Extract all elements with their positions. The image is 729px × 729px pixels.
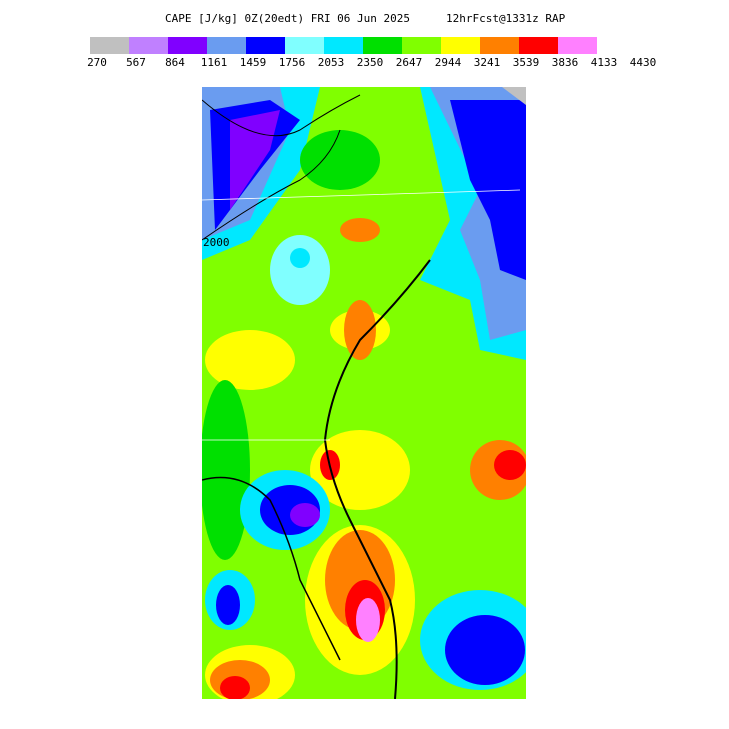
colorbar-label: 3539 [513, 56, 540, 69]
color-swatch [519, 37, 558, 54]
colorbar-label: 1459 [240, 56, 267, 69]
color-swatch [129, 37, 168, 54]
colorbar-label: 864 [165, 56, 185, 69]
colorbar-label: 3241 [474, 56, 501, 69]
colorbar-label: 1161 [201, 56, 228, 69]
colorbar-label: 2647 [396, 56, 423, 69]
colorbar-label: 2350 [357, 56, 384, 69]
colorbar: 270 567 864 1161 1459 1756 2053 2350 2647 2944 324… [87, 37, 656, 69]
color-swatch [168, 37, 207, 54]
title: CAPE [J/kg] 0Z(20edt) FRI 06 Jun 2025 [165, 12, 410, 25]
color-swatch [402, 37, 441, 54]
colorbar-label: 2053 [318, 56, 345, 69]
color-swatch [324, 37, 363, 54]
color-swatch [480, 37, 519, 54]
color-swatch [207, 37, 246, 54]
contour-label: 2000 [203, 236, 230, 249]
color-swatch [285, 37, 324, 54]
colorbar-label: 4133 [591, 56, 618, 69]
color-swatch [90, 37, 129, 54]
colorbar-label: 1756 [279, 56, 306, 69]
colorbar-label: 4430 [630, 56, 657, 69]
color-swatch [246, 37, 285, 54]
color-swatch [363, 37, 402, 54]
colorbar-label: 567 [126, 56, 146, 69]
colorbar-label: 270 [87, 56, 107, 69]
cape-field: 2000 [202, 87, 526, 699]
colorbar-label: 2944 [435, 56, 462, 69]
color-swatch [558, 37, 597, 54]
subtitle: 12hrFcst@1331z RAP [446, 12, 566, 25]
colorbar-label: 3836 [552, 56, 579, 69]
color-swatch [441, 37, 480, 54]
